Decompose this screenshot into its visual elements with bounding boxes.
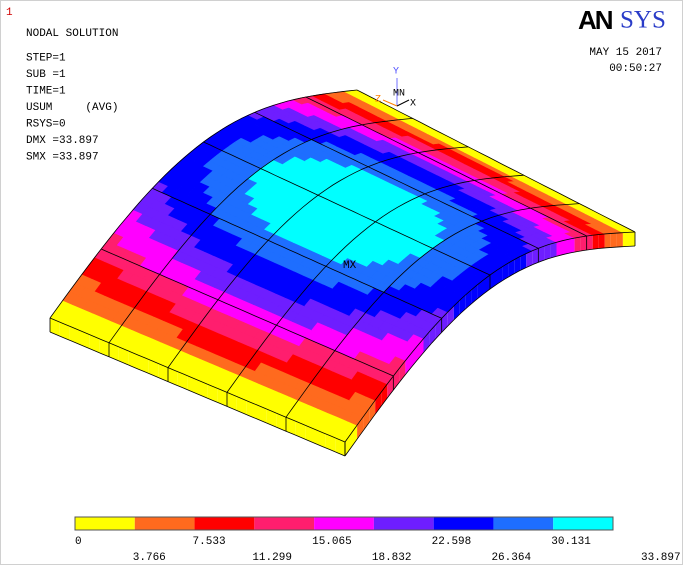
legend-band [75, 517, 135, 530]
legend-band [374, 517, 434, 530]
info-line: SMX =33.897 [26, 151, 99, 163]
legend-label: 33.897 [641, 552, 681, 564]
legend-band [254, 517, 314, 530]
side-face [569, 238, 575, 253]
side-face [538, 246, 544, 262]
legend-band [195, 517, 255, 530]
legend-label: 15.065 [312, 536, 352, 548]
logo-sys: SYS [620, 7, 666, 34]
legend-label: 3.766 [133, 552, 166, 564]
side-face [605, 234, 611, 248]
info-line: DMX =33.897 [26, 135, 99, 147]
side-face [629, 232, 635, 246]
legend-label: 26.364 [491, 552, 531, 564]
info-line: NODAL SOLUTION [26, 28, 118, 40]
legend-band [314, 517, 374, 530]
legend-band [493, 517, 553, 530]
info-line: USUM (AVG) [26, 102, 118, 114]
side-face [581, 236, 587, 251]
legend-label: 18.832 [372, 552, 412, 564]
info-line: STEP=1 [26, 52, 66, 64]
time: 00:50:27 [609, 63, 662, 75]
info-line: RSYS=0 [26, 118, 66, 130]
side-face [593, 235, 599, 250]
legend-label: 7.533 [193, 536, 226, 548]
side-face [563, 239, 569, 255]
logo-an: AN [578, 5, 613, 35]
side-face [611, 233, 617, 248]
ansys-window: 1 NODAL SOLUTION STEP=1 SUB =1 TIME=1 USUM (… [0, 0, 683, 565]
legend-band [553, 517, 613, 530]
side-face [575, 237, 581, 252]
triad-y-label: Y [393, 67, 399, 78]
triad-z-label: Z [375, 95, 381, 106]
triad-x-label: X [410, 99, 416, 110]
legend-label: 22.598 [432, 536, 472, 548]
side-face [599, 234, 605, 249]
side-face [617, 233, 623, 247]
max-label: MX [343, 260, 357, 272]
side-face [544, 244, 550, 260]
side-face [550, 242, 556, 258]
info-line: SUB =1 [26, 69, 66, 81]
side-face [557, 241, 563, 257]
side-face [623, 232, 629, 246]
legend-band [135, 517, 195, 530]
side-face [587, 235, 593, 250]
page: 1 NODAL SOLUTION STEP=1 SUB =1 TIME=1 USUM (… [0, 0, 683, 565]
info-line: TIME=1 [26, 85, 66, 97]
window-number: 1 [6, 7, 13, 19]
legend-label: 11.299 [252, 552, 292, 564]
date: MAY 15 2017 [589, 47, 662, 59]
legend-label: 30.131 [551, 536, 591, 548]
legend-band [434, 517, 494, 530]
min-label: MN [393, 89, 405, 100]
legend-label: 0 [75, 536, 82, 548]
